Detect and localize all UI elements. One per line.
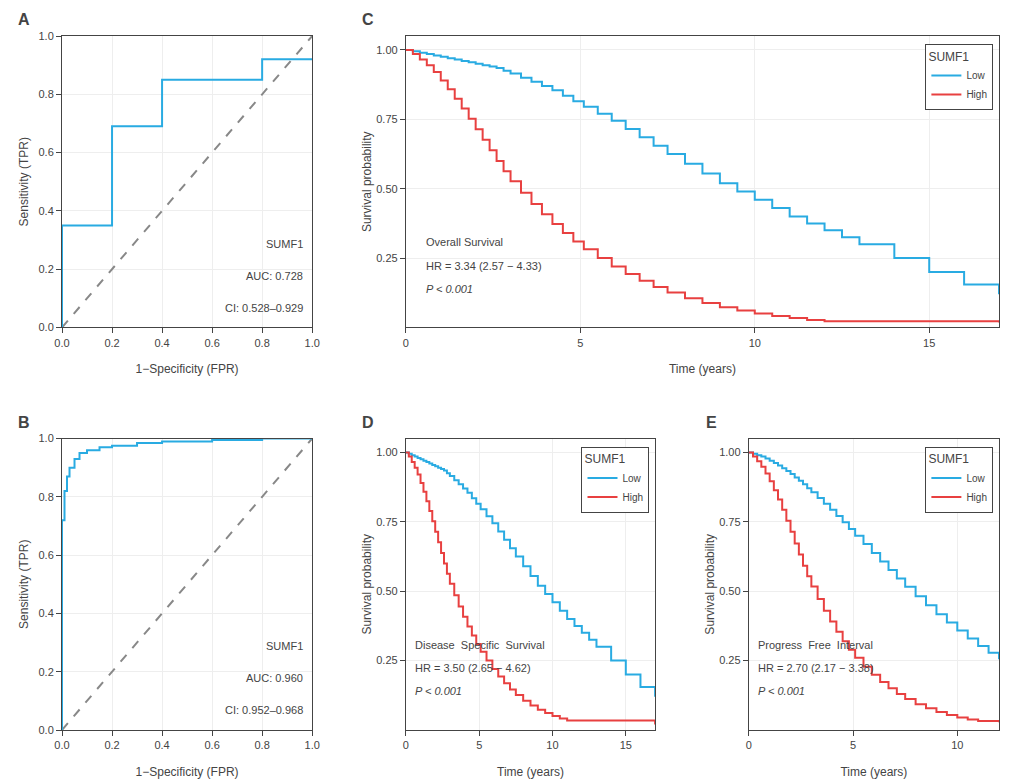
svg-text:P < 0.001: P < 0.001	[426, 283, 473, 295]
svg-text:1.00: 1.00	[376, 44, 397, 56]
svg-text:0.8: 0.8	[254, 337, 269, 349]
svg-text:10: 10	[951, 739, 963, 751]
svg-text:0.75: 0.75	[376, 113, 397, 125]
svg-text:0.0: 0.0	[54, 337, 69, 349]
svg-text:E: E	[706, 414, 717, 431]
svg-text:1.0: 1.0	[39, 432, 54, 444]
svg-text:HR = 3.34 (2.57 − 4.33): HR = 3.34 (2.57 − 4.33)	[426, 260, 542, 272]
svg-text:Progress Free Interval: Progress Free Interval	[758, 639, 873, 651]
svg-text:0.2: 0.2	[104, 739, 119, 751]
svg-text:0.0: 0.0	[39, 321, 54, 333]
svg-text:CI: 0.528–0.929: CI: 0.528–0.929	[225, 302, 303, 314]
svg-text:0.4: 0.4	[154, 337, 169, 349]
svg-text:SUMF1: SUMF1	[928, 50, 969, 64]
svg-text:0.25: 0.25	[719, 654, 740, 666]
svg-text:Time (years): Time (years)	[669, 362, 736, 376]
svg-text:0.4: 0.4	[39, 607, 54, 619]
svg-text:1.00: 1.00	[376, 446, 397, 458]
svg-text:HR = 3.50 (2.65 − 4.62): HR = 3.50 (2.65 − 4.62)	[415, 662, 531, 674]
svg-text:P < 0.001: P < 0.001	[415, 685, 462, 697]
svg-text:0.50: 0.50	[719, 585, 740, 597]
svg-text:High: High	[966, 492, 987, 503]
svg-text:SUMF1: SUMF1	[266, 238, 303, 250]
svg-text:0.6: 0.6	[204, 739, 219, 751]
svg-text:0.4: 0.4	[39, 205, 54, 217]
svg-text:15: 15	[923, 337, 935, 349]
svg-text:1.00: 1.00	[719, 446, 740, 458]
svg-text:0.2: 0.2	[39, 263, 54, 275]
svg-text:0.75: 0.75	[719, 516, 740, 528]
svg-text:High: High	[622, 492, 643, 503]
svg-text:AUC: 0.960: AUC: 0.960	[246, 672, 303, 684]
svg-text:0: 0	[746, 739, 752, 751]
svg-text:D: D	[362, 414, 374, 431]
svg-text:Overall Survival: Overall Survival	[426, 236, 503, 248]
svg-text:C: C	[362, 11, 374, 28]
svg-text:P < 0.001: P < 0.001	[758, 685, 805, 697]
svg-text:1.0: 1.0	[305, 337, 320, 349]
svg-text:0.75: 0.75	[376, 516, 397, 528]
svg-text:1.0: 1.0	[305, 739, 320, 751]
svg-text:HR = 2.70 (2.17 − 3.38): HR = 2.70 (2.17 − 3.38)	[758, 662, 874, 674]
svg-text:0.8: 0.8	[254, 739, 269, 751]
svg-text:Sensitivity (TPR): Sensitivity (TPR)	[17, 137, 31, 226]
svg-text:0.4: 0.4	[154, 739, 169, 751]
svg-text:0.6: 0.6	[39, 549, 54, 561]
svg-text:SUMF1: SUMF1	[266, 640, 303, 652]
svg-text:0: 0	[403, 739, 409, 751]
svg-text:High: High	[966, 89, 987, 100]
svg-text:SUMF1: SUMF1	[928, 452, 969, 466]
svg-text:0.0: 0.0	[39, 724, 54, 736]
svg-text:15: 15	[620, 739, 632, 751]
svg-text:0.8: 0.8	[39, 88, 54, 100]
svg-text:Survival probability: Survival probability	[360, 534, 374, 635]
svg-text:10: 10	[749, 337, 761, 349]
svg-text:AUC: 0.728: AUC: 0.728	[246, 270, 303, 282]
svg-text:1−Specificity (FPR): 1−Specificity (FPR)	[136, 765, 239, 779]
svg-text:Sensitivity (TPR): Sensitivity (TPR)	[17, 540, 31, 629]
svg-text:Disease Specific Survival: Disease Specific Survival	[415, 639, 545, 651]
svg-text:0.6: 0.6	[39, 146, 54, 158]
svg-text:5: 5	[850, 739, 856, 751]
svg-text:Time (years): Time (years)	[840, 765, 907, 779]
svg-text:Low: Low	[966, 70, 985, 81]
svg-text:1.0: 1.0	[39, 30, 54, 42]
svg-text:0.8: 0.8	[39, 491, 54, 503]
svg-text:0.25: 0.25	[376, 252, 397, 264]
svg-text:Time (years): Time (years)	[497, 765, 564, 779]
svg-text:5: 5	[577, 337, 583, 349]
svg-text:0.50: 0.50	[376, 585, 397, 597]
svg-text:0: 0	[403, 337, 409, 349]
svg-text:0.2: 0.2	[39, 666, 54, 678]
svg-text:Low: Low	[622, 473, 641, 484]
svg-text:0.25: 0.25	[376, 654, 397, 666]
svg-text:10: 10	[546, 739, 558, 751]
svg-text:Survival probability: Survival probability	[703, 534, 717, 635]
svg-text:A: A	[18, 11, 30, 28]
svg-text:0.0: 0.0	[54, 739, 69, 751]
svg-text:5: 5	[476, 739, 482, 751]
svg-text:Survival probability: Survival probability	[360, 131, 374, 232]
svg-text:B: B	[18, 414, 30, 431]
svg-text:CI: 0.952–0.968: CI: 0.952–0.968	[225, 704, 303, 716]
svg-text:1−Specificity (FPR): 1−Specificity (FPR)	[136, 362, 239, 376]
svg-text:SUMF1: SUMF1	[584, 452, 625, 466]
svg-text:Low: Low	[966, 473, 985, 484]
svg-text:0.50: 0.50	[376, 183, 397, 195]
svg-text:0.6: 0.6	[204, 337, 219, 349]
svg-text:0.2: 0.2	[104, 337, 119, 349]
